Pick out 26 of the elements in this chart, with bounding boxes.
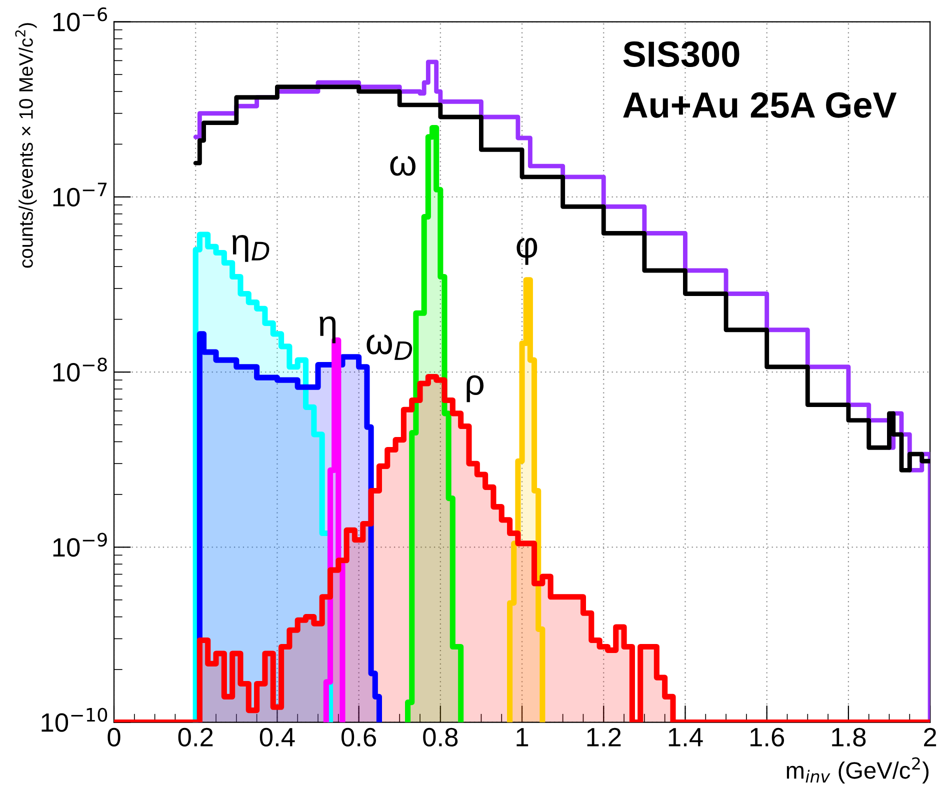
x-tick-label: 0.4	[260, 728, 295, 747]
x-tick-label: 1.6	[750, 728, 784, 747]
y-tick-label: 10$^{−7}$	[53, 182, 107, 207]
annotation: SIS300	[623, 41, 740, 68]
annotation: η$_{D}$	[232, 234, 270, 262]
y-tick-label: 10$^{−9}$	[53, 532, 107, 557]
x-tick-label: 1.4	[668, 728, 703, 746]
x-tick-label: 1.2	[587, 728, 621, 746]
y-tick-label: 10$^{−6}$	[53, 7, 108, 32]
x-tick-label: 1	[516, 728, 528, 746]
x-tick-label: 1.8	[832, 728, 866, 747]
x-tick-label: 0.6	[342, 728, 376, 747]
annotation: ω	[390, 156, 416, 176]
annotation: φ	[516, 238, 538, 265]
annotation: ρ	[466, 375, 484, 402]
y-tick-label: 10$^{−8}$	[53, 358, 107, 382]
x-tick-label: 0.8	[423, 728, 458, 747]
y-tick-label: 10$^{−10}$	[42, 708, 108, 732]
x-axis-title: m$_{inv}$ (GeV/c$^{2}$)	[786, 757, 929, 784]
x-tick-label: 0	[108, 728, 120, 747]
annotation: η	[320, 316, 336, 344]
x-tick-label: 2	[924, 728, 936, 746]
annotation: ω$_{D}$	[366, 334, 412, 360]
x-tick-label: 0.2	[178, 728, 213, 747]
annotation: Au+Au 25A GeV	[623, 92, 897, 118]
y-axis-title: counts/(events × 10 MeV/c$^{2}$)	[15, 23, 37, 268]
